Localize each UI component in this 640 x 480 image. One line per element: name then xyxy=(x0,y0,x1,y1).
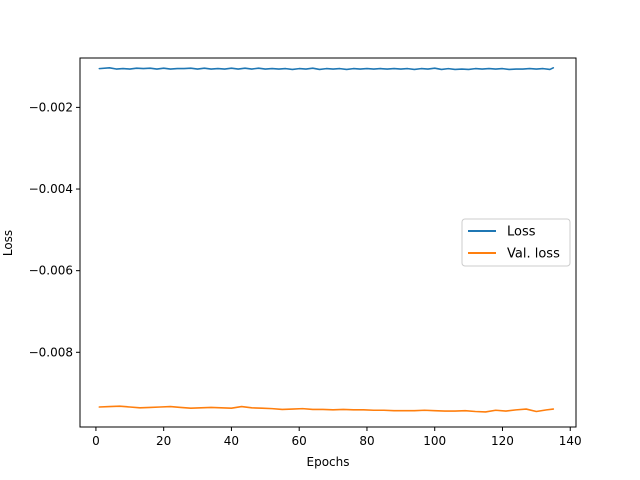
x-tick-label: 40 xyxy=(224,434,239,448)
x-tick-label: 100 xyxy=(423,434,446,448)
x-tick-label: 80 xyxy=(359,434,374,448)
legend-label-loss: Loss xyxy=(507,225,536,240)
y-tick-label: −0.008 xyxy=(29,345,73,359)
x-tick-label: 0 xyxy=(92,434,100,448)
series-line-val-loss xyxy=(98,405,555,413)
x-tick-label: 20 xyxy=(156,434,171,448)
y-tick-label: −0.004 xyxy=(29,182,73,196)
x-tick-label: 120 xyxy=(491,434,514,448)
series-line-loss xyxy=(98,67,555,71)
legend: Loss Val. loss xyxy=(461,218,571,267)
y-axis-label: Loss xyxy=(1,230,15,256)
y-tick-label: −0.006 xyxy=(29,264,73,278)
x-axis-label: Epochs xyxy=(307,455,350,469)
series-layer xyxy=(98,67,555,413)
legend-label-val-loss: Val. loss xyxy=(507,247,560,262)
ticks-layer: 0 20 40 60 80 100 120 140 −0.008 −0.006 −0.004 −0.0… xyxy=(29,100,582,448)
x-tick-label: 60 xyxy=(292,434,307,448)
y-tick-label: −0.002 xyxy=(29,100,73,114)
x-tick-label: 140 xyxy=(559,434,582,448)
axes-frame xyxy=(79,57,577,428)
